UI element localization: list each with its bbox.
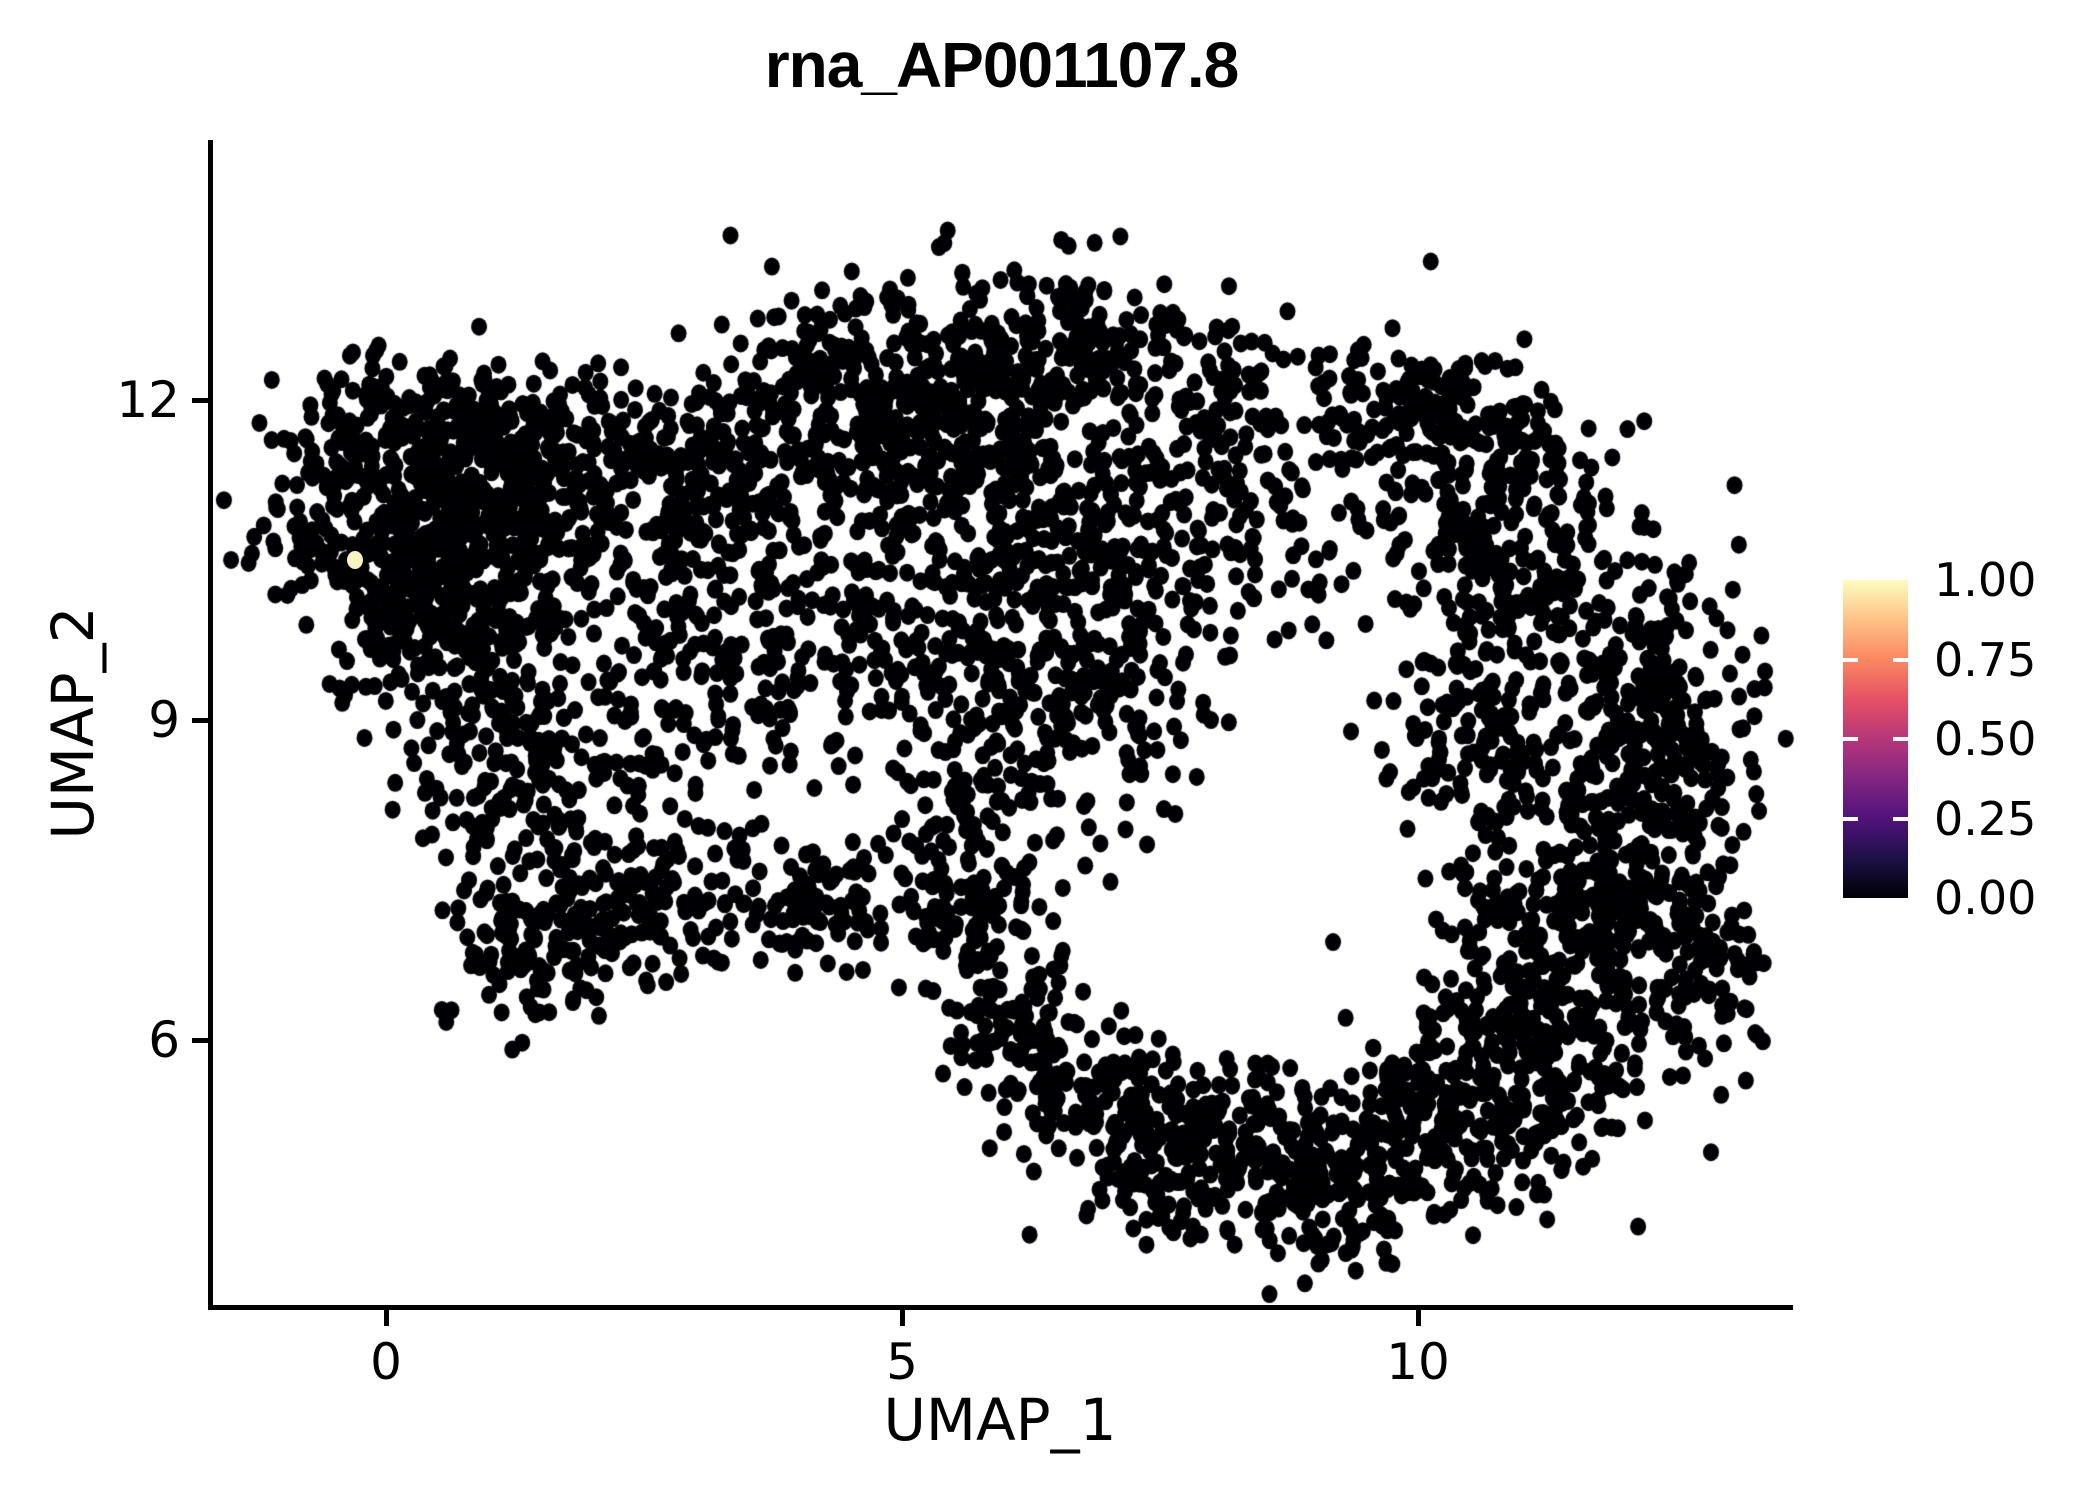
colorbar-tick-label: 0.50	[1934, 712, 2037, 766]
colorbar-tick-label: 0.25	[1934, 791, 2037, 846]
x-tick-mark	[1415, 1309, 1421, 1326]
colorbar-tick-mark	[1843, 657, 1858, 662]
x-axis-line	[208, 1305, 1793, 1310]
y-tick-label: 12	[116, 371, 180, 429]
x-tick-mark	[383, 1309, 389, 1326]
y-tick-mark	[192, 717, 209, 723]
x-tick-label: 0	[370, 1333, 402, 1391]
colorbar-tick-mark	[1843, 737, 1858, 741]
x-tick-label: 5	[886, 1333, 918, 1391]
highlighted-cell-point	[347, 551, 364, 570]
colorbar-tick-mark	[1843, 816, 1858, 821]
y-axis-label: UMAP_2	[39, 606, 107, 840]
x-tick-label: 10	[1386, 1333, 1450, 1391]
y-tick-mark	[192, 397, 209, 403]
colorbar-tick-label: 1.00	[1934, 553, 2037, 607]
x-axis-label: UMAP_1	[883, 1386, 1117, 1454]
colorbar-tick-mark	[1893, 737, 1908, 741]
x-tick-mark	[899, 1309, 905, 1326]
colorbar-tick-label: 0.75	[1934, 632, 2037, 687]
y-tick-label: 6	[148, 1011, 180, 1070]
colorbar-tick-mark	[1893, 816, 1908, 821]
y-axis-line	[208, 140, 213, 1308]
y-tick-mark	[192, 1037, 209, 1043]
colorbar-tick-mark	[1893, 657, 1908, 662]
y-tick-label: 9	[148, 691, 180, 750]
colorbar-tick-label: 0.00	[1934, 871, 2037, 925]
